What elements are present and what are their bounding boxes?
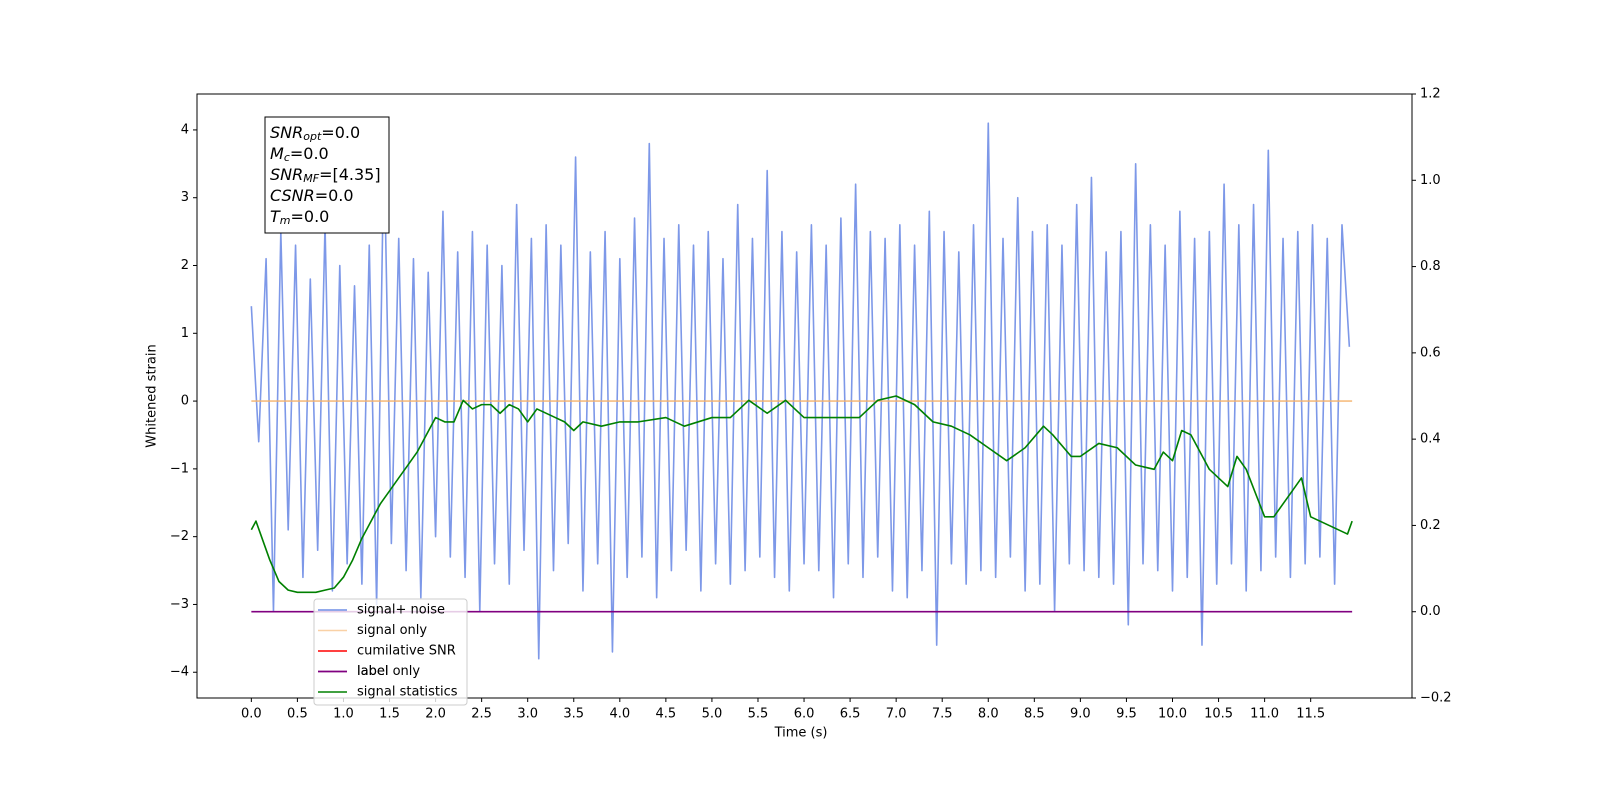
legend-box [313, 598, 468, 706]
x-axis-label: Time (s) [774, 726, 828, 741]
legend-label: cumilative SNR [357, 644, 456, 659]
y2-tick-label: 0.0 [1420, 604, 1441, 619]
x-tick-label: 9.5 [1116, 707, 1137, 722]
x-tick-label: 8.0 [978, 707, 999, 722]
stats-symbol: M [270, 144, 284, 163]
legend-label: signal statistics [357, 685, 458, 700]
x-tick-label: 11.0 [1250, 707, 1279, 722]
stats-text: =[4.35] [319, 165, 381, 184]
stats-symbol: T [270, 207, 281, 226]
stats-symbol: SNR [270, 123, 303, 142]
x-tick-label: 0.5 [287, 707, 308, 722]
stats-symbol: SNR [270, 165, 303, 184]
x-tick-label: 10.5 [1204, 707, 1233, 722]
y-tick-label: 1 [181, 326, 189, 341]
x-tick-label: 2.5 [471, 707, 492, 722]
legend-label: signal+ noise [357, 603, 445, 618]
legend-label: signal only [357, 623, 427, 638]
legend: signal+ noise signal only cumilative SNR la… [313, 598, 468, 706]
stats-text: =0.0 [291, 207, 330, 226]
x-tick-label: 1.5 [379, 707, 400, 722]
y2-tick-label: −0.2 [1420, 691, 1452, 706]
stats-symbol: CSNR [270, 186, 315, 205]
x-tick-label: 9.0 [1070, 707, 1091, 722]
stats-text: =0.0 [315, 186, 354, 205]
y2-tick-label: 1.2 [1420, 87, 1441, 102]
x-tick-label: 8.5 [1024, 707, 1045, 722]
x-tick-label: 6.0 [794, 707, 815, 722]
stats-line: Tm=0.0 [270, 207, 329, 228]
stats-subscript: c [284, 151, 290, 164]
legend-label: label [357, 664, 388, 679]
x-tick-label: 3.0 [517, 707, 538, 722]
stats-text: =0.0 [290, 144, 329, 163]
y-tick-label: 2 [181, 258, 189, 273]
series-line [250, 395, 1353, 594]
stats-line: Mc=0.0 [270, 144, 329, 165]
x-tick-label: 11.5 [1296, 707, 1325, 722]
y-tick-label: −4 [170, 665, 189, 680]
x-tick-label: 7.5 [932, 707, 953, 722]
y-tick-label: −1 [170, 461, 189, 476]
y-tick-label: 0 [181, 394, 189, 409]
y-tick-label: 3 [181, 190, 189, 205]
y2-tick-label: 0.2 [1420, 518, 1441, 533]
stats-line: CSNR=0.0 [270, 186, 354, 205]
y2-tick-label: 0.6 [1420, 345, 1441, 360]
x-tick-label: 6.5 [840, 707, 861, 722]
stats-text: =0.0 [321, 123, 360, 142]
y-tick-label: −2 [170, 529, 189, 544]
stats-subscript: m [280, 214, 291, 227]
x-tick-label: 5.0 [702, 707, 723, 722]
series-line [250, 122, 1351, 660]
y-axis-label: Whitened strain [145, 344, 160, 447]
legend-label: label only [357, 664, 420, 679]
y2-tick-label: 0.8 [1420, 259, 1441, 274]
stats-subscript: opt [303, 130, 322, 143]
x-tick-label: 7.0 [886, 707, 907, 722]
stats-subscript: MF [303, 172, 319, 185]
x-tick-label: 10.0 [1158, 707, 1187, 722]
x-tick-label: 5.5 [748, 707, 769, 722]
y-tick-label: 4 [181, 122, 189, 137]
x-tick-label: 2.0 [425, 707, 446, 722]
x-tick-label: 1.0 [333, 707, 354, 722]
stats-box [264, 116, 390, 234]
x-tick-label: 0.0 [241, 707, 262, 722]
x-tick-label: 4.5 [656, 707, 677, 722]
stats-line: SNRopt=0.0 [270, 123, 360, 144]
y-tick-label: −3 [170, 597, 189, 612]
y2-tick-label: 0.4 [1420, 432, 1441, 447]
stats-line: SNRMF=[4.35] [270, 165, 381, 186]
x-tick-label: 4.0 [609, 707, 630, 722]
y2-tick-label: 1.0 [1420, 173, 1441, 188]
x-tick-label: 3.5 [563, 707, 584, 722]
